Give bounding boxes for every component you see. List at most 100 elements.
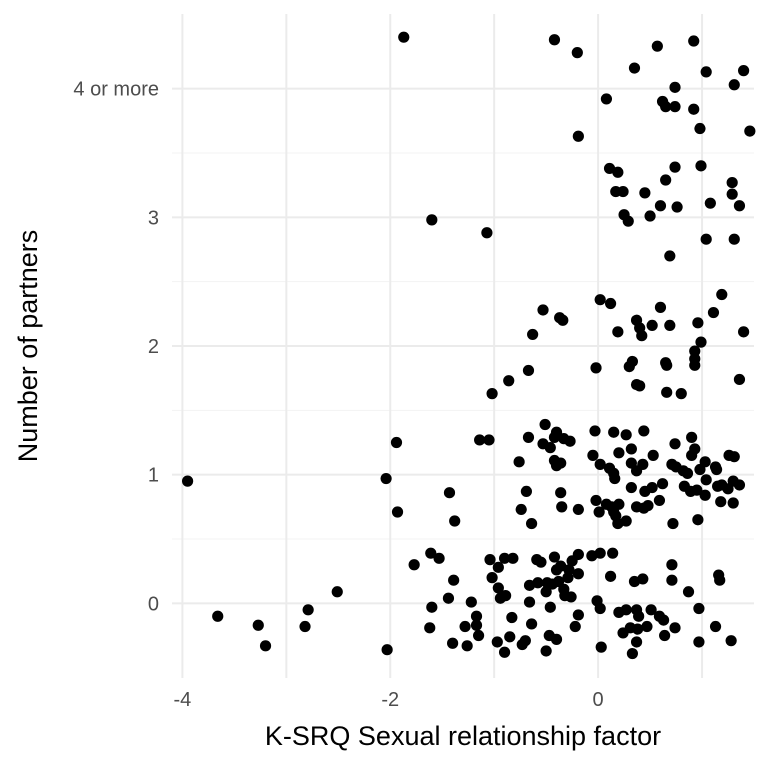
data-point [691,484,703,496]
data-point [527,328,539,341]
x-axis-tick-labels: -4 -2 0 [173,689,603,711]
data-point [459,620,471,633]
data-point [515,503,527,516]
data-point [426,214,438,226]
data-point [633,610,645,622]
data-point [523,596,536,608]
data-point [620,429,632,441]
data-point [715,496,727,508]
data-point [470,619,483,631]
data-point [710,463,723,476]
data-point [572,130,584,142]
data-point [486,572,498,584]
data-point [522,364,535,377]
data-point [693,636,705,648]
data-point [259,640,272,652]
minor-gridlines [172,152,754,540]
data-point [604,570,617,582]
data-point [688,103,700,115]
data-point [641,620,653,633]
data-point [669,101,681,113]
data-point [638,425,650,437]
data-point [594,458,606,470]
data-point [728,233,740,245]
x-axis-title: K-SRQ Sexual relationship factor [265,721,661,751]
data-point [626,355,639,368]
data-point [503,375,515,387]
data-point [331,586,343,598]
data-point [481,227,493,239]
data-point [722,483,734,495]
data-point [644,210,656,222]
data-point [424,622,436,634]
data-point [550,564,563,576]
data-point [634,380,646,392]
data-point [442,592,455,604]
data-point [474,434,486,446]
data-point [727,497,739,509]
data-point [569,620,581,633]
data-point [443,487,456,499]
data-point [604,297,617,310]
data-point [589,425,601,437]
data-point [725,635,737,647]
data-point [630,636,643,648]
data-point [609,472,621,485]
y-tick-label: 0 [148,593,159,615]
data-point [647,449,659,461]
data-point [525,618,538,630]
data-point [449,515,461,527]
data-point [302,604,314,616]
data-point [693,602,705,615]
data-point [472,629,485,642]
data-point [426,601,438,613]
data-point [381,644,393,656]
data-point [612,326,624,338]
data-point [548,34,561,46]
data-point [595,641,607,653]
data-point [695,160,707,172]
data-point [565,591,577,603]
data-point [682,586,695,598]
data-point [504,631,516,643]
data-point [461,640,473,652]
data-point [714,574,726,586]
data-point [704,197,716,209]
data-point [617,185,629,198]
data-point [391,506,404,518]
data-point [425,547,437,559]
data-point [666,574,678,586]
data-point [390,436,403,449]
data-point [726,188,738,200]
data-point [486,388,498,400]
data-point [671,201,683,213]
data-point [594,602,606,615]
data-point [448,574,460,586]
data-point [622,215,634,227]
data-point [688,35,700,47]
data-point [617,627,629,639]
data-point [398,31,410,43]
data-point [522,431,535,443]
data-point [465,596,477,608]
y-tick-label: 1 [148,465,159,487]
data-point [541,577,553,589]
data-point [557,314,569,326]
data-point [660,174,672,186]
data-point [544,601,556,613]
data-point [299,620,311,633]
data-point [600,93,613,105]
major-gridlines [172,14,754,678]
data-point [607,547,619,559]
data-point [564,435,576,447]
data-point [491,636,503,648]
data-point [667,517,679,530]
data-point [594,294,606,306]
data-point [572,609,584,621]
data-point [539,418,551,431]
x-tick-label: -4 [173,689,191,711]
data-point [653,494,666,507]
data-point [612,517,624,530]
data-point [628,62,641,74]
data-point [537,304,549,316]
